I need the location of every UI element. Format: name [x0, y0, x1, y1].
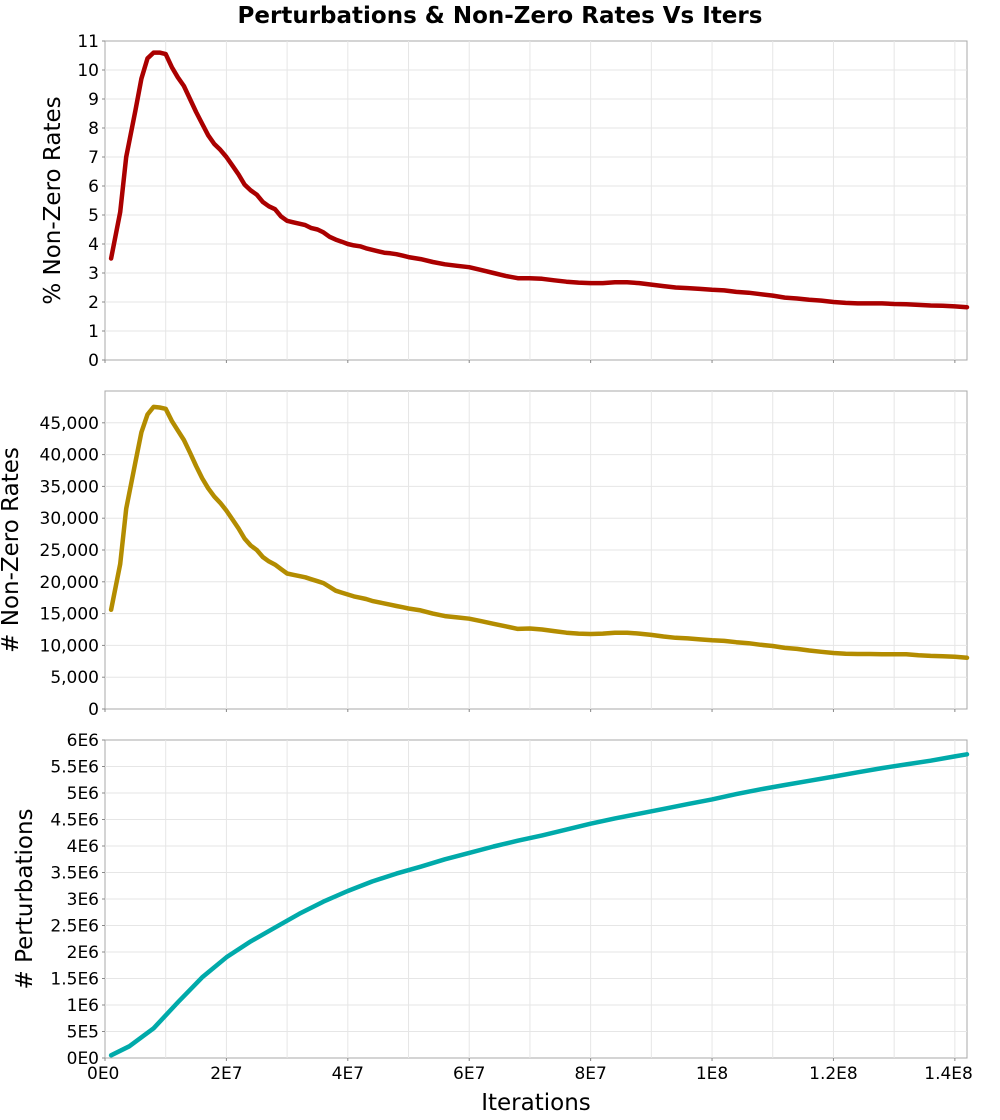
- panel-perturbations: 0E0 5E5 1E6 1.5E6 2E6 2.5E6 3E6 3.5E6 4E6 4.5E6 5E…: [12, 731, 970, 1069]
- x-tick-label: 1.4E8: [924, 1064, 973, 1084]
- y-tick-label: 10,000: [40, 636, 99, 656]
- y-tick-label: 0: [88, 700, 99, 720]
- x-tick-label: 2E7: [210, 1064, 242, 1084]
- y-tick-label: 3E6: [67, 890, 99, 910]
- x-tick-label: 4E7: [332, 1064, 364, 1084]
- plot-area-percent-nonzero: [104, 40, 968, 361]
- y-axis-label-percent-nonzero: % Non-Zero Rates: [40, 96, 66, 304]
- y-tick-label: 5E6: [67, 784, 99, 804]
- x-tick-label: 1.2E8: [809, 1064, 858, 1084]
- y-tick-label: 5: [88, 206, 99, 226]
- panel-count-nonzero: 0 5,000 10,000 15,000 20,000 25,000 30,000 35,0…: [0, 390, 970, 720]
- panels: 0 1 2 3 4 5 6 7 8 9 10 11 % Non-Zero Rates 0 5,000 10,0…: [0, 32, 973, 1084]
- y-tick-label: 3.5E6: [50, 864, 99, 884]
- y-tick-label: 35,000: [40, 477, 99, 497]
- y-tick-label: 45,000: [40, 414, 99, 434]
- y-tick-label: 6: [88, 177, 99, 197]
- y-tick-label: 5,000: [50, 668, 99, 688]
- x-axis-label: Iterations: [481, 1090, 591, 1116]
- series-line-perturbations: [108, 752, 970, 1058]
- series-line-percent-nonzero: [108, 50, 970, 310]
- y-tick-label: 4.5E6: [50, 811, 99, 831]
- y-tick-label: 9: [88, 90, 99, 110]
- y-tick-label: 20,000: [40, 573, 99, 593]
- y-tick-label: 25,000: [40, 541, 99, 561]
- y-tick-label: 15,000: [40, 605, 99, 625]
- x-tick-label: 6E7: [453, 1064, 485, 1084]
- y-tick-label: 1E6: [67, 996, 99, 1016]
- y-tick-label: 8: [88, 119, 99, 139]
- y-tick-label: 5E5: [67, 1023, 99, 1043]
- y-tick-label: 6E6: [67, 731, 99, 751]
- y-tick-label: 11: [77, 32, 99, 52]
- y-axis-label-perturbations: # Perturbations: [12, 808, 38, 989]
- y-tick-label: 40,000: [40, 446, 99, 466]
- y-tick-label: 10: [77, 61, 99, 81]
- x-tick-label: 8E7: [574, 1064, 606, 1084]
- y-tick-label: 1.5E6: [50, 970, 99, 990]
- y-tick-label: 30,000: [40, 509, 99, 529]
- y-tick-label: 0: [88, 351, 99, 371]
- chart-title: Perturbations & Non-Zero Rates Vs Iters: [238, 3, 763, 29]
- y-tick-label: 2: [88, 293, 99, 313]
- y-tick-label: 5.5E6: [50, 758, 99, 778]
- y-tick-label: 0E0: [67, 1049, 99, 1069]
- y-tick-label: 7: [88, 148, 99, 168]
- panel-percent-nonzero: 0 1 2 3 4 5 6 7 8 9 10 11 % Non-Zero Rates: [40, 32, 970, 371]
- y-axis-label-count-nonzero: # Non-Zero Rates: [0, 447, 24, 653]
- y-tick-label: 2E6: [67, 943, 99, 963]
- y-tick-label: 3: [88, 264, 99, 284]
- series-line-count-nonzero: [108, 404, 970, 661]
- x-tick-label: 0E0: [87, 1064, 119, 1084]
- y-tick-label: 1: [88, 322, 99, 342]
- x-tick-label: 1E8: [696, 1064, 728, 1084]
- y-tick-label: 4E6: [67, 837, 99, 857]
- y-tick-label: 2.5E6: [50, 917, 99, 937]
- y-tick-label: 4: [88, 235, 99, 255]
